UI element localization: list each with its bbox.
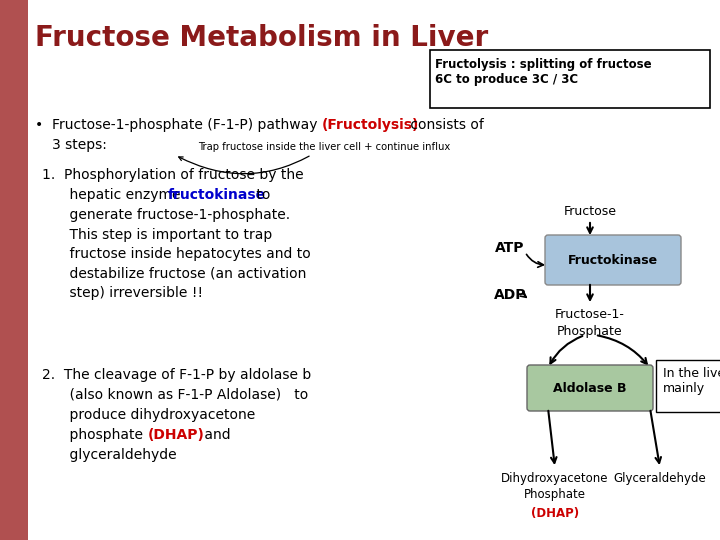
Text: 3 steps:: 3 steps: [52, 138, 107, 152]
Text: (also known as F-1-P Aldolase)   to: (also known as F-1-P Aldolase) to [52, 388, 308, 402]
FancyBboxPatch shape [545, 235, 681, 285]
Bar [0, 0, 28, 540]
Text: •  Fructose-1-phosphate (F-1-P) pathway: • Fructose-1-phosphate (F-1-P) pathway [35, 118, 322, 132]
Text: phosphate: phosphate [52, 428, 148, 442]
Text: 1.  Phosphorylation of fructose by the: 1. Phosphorylation of fructose by the [42, 168, 304, 182]
Text: glyceraldehyde: glyceraldehyde [52, 448, 176, 462]
Text: (Fructolysis): (Fructolysis) [322, 118, 419, 132]
Text: Fructokinase: Fructokinase [568, 253, 658, 267]
Text: Aldolase B: Aldolase B [553, 381, 626, 395]
Bar [430, 50, 710, 108]
Text: (DHAP): (DHAP) [148, 428, 205, 442]
Text: hepatic enzyme: hepatic enzyme [52, 188, 185, 202]
Text: fructokinase: fructokinase [168, 188, 266, 202]
Text: ADP: ADP [494, 288, 526, 302]
Text: Trap fructose inside the liver cell + continue influx: Trap fructose inside the liver cell + co… [179, 142, 450, 174]
FancyBboxPatch shape [527, 365, 653, 411]
Text: consists of: consists of [406, 118, 484, 132]
Text: to: to [252, 188, 271, 202]
Text: and: and [200, 428, 230, 442]
Text: Fructolysis : splitting of fructose
6C to produce 3C / 3C: Fructolysis : splitting of fructose 6C t… [435, 58, 652, 86]
Text: In the liver
mainly: In the liver mainly [663, 367, 720, 395]
Text: 2.  The cleavage of F-1-P by aldolase b: 2. The cleavage of F-1-P by aldolase b [42, 368, 311, 382]
Text: Fructose: Fructose [564, 205, 616, 218]
Text: (DHAP): (DHAP) [531, 507, 579, 520]
Text: produce dihydroxyacetone: produce dihydroxyacetone [52, 408, 256, 422]
Text: Dihydroxyacetone
Phosphate: Dihydroxyacetone Phosphate [501, 472, 608, 501]
Text: Fructose Metabolism in Liver: Fructose Metabolism in Liver [35, 24, 488, 52]
Text: Glyceraldehyde: Glyceraldehyde [613, 472, 706, 485]
FancyBboxPatch shape [656, 360, 720, 412]
Text: generate fructose-1-phosphate.
    This step is important to trap
    fructose i: generate fructose-1-phosphate. This step… [52, 208, 311, 300]
Text: ATP: ATP [495, 241, 525, 255]
Text: Fructose-1-
Phosphate: Fructose-1- Phosphate [555, 308, 625, 338]
